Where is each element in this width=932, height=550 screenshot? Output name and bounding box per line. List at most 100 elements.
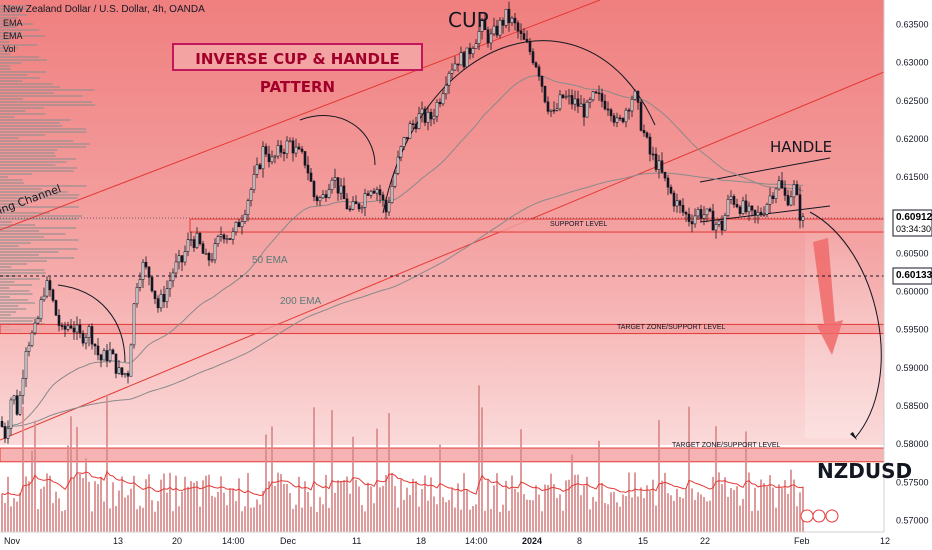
volume-bar bbox=[661, 480, 663, 532]
x-tick-label: Feb bbox=[794, 536, 810, 546]
candle-body bbox=[339, 185, 343, 194]
volume-bar bbox=[670, 495, 672, 532]
candle-body bbox=[753, 209, 757, 216]
candle-body bbox=[624, 109, 628, 123]
volume-bar bbox=[199, 506, 201, 532]
volume-profile-bar bbox=[0, 59, 47, 61]
cup-arc bbox=[382, 40, 656, 214]
volume-bar bbox=[361, 505, 363, 532]
volume-bar bbox=[145, 479, 147, 532]
candle-body bbox=[627, 109, 631, 112]
candle-body bbox=[276, 145, 280, 157]
volume-bar bbox=[244, 506, 246, 532]
indicator-ema-2[interactable]: EMA bbox=[3, 31, 23, 41]
candle-body bbox=[219, 234, 223, 237]
candle-body bbox=[519, 30, 523, 34]
volume-bar bbox=[415, 481, 417, 532]
y-tick-label: 0.58000 bbox=[896, 439, 929, 449]
y-tick-label: 0.60500 bbox=[896, 248, 929, 258]
candle-body bbox=[744, 200, 748, 213]
indicator-ema-1[interactable]: EMA bbox=[3, 18, 23, 28]
ema200-line bbox=[1, 172, 804, 428]
volume-profile-bar bbox=[0, 47, 19, 49]
volume-bar bbox=[97, 484, 99, 532]
volume-profile-bar bbox=[0, 5, 26, 7]
volume-profile-bar bbox=[0, 65, 10, 67]
candle-body bbox=[147, 266, 151, 278]
volume-profile-bar bbox=[0, 143, 90, 145]
volume-profile-bar bbox=[0, 206, 79, 208]
volume-bar bbox=[52, 503, 54, 532]
candle-body bbox=[174, 261, 178, 274]
candle-body bbox=[429, 111, 433, 120]
candle-body bbox=[120, 367, 124, 375]
candle-body bbox=[240, 221, 244, 228]
candle-body bbox=[84, 337, 88, 344]
volume-profile-bar bbox=[0, 308, 27, 310]
volume-bar bbox=[16, 501, 18, 532]
candle-body bbox=[540, 75, 544, 87]
volume-bar bbox=[316, 511, 318, 532]
candle-body bbox=[777, 180, 781, 190]
candle-body bbox=[681, 205, 685, 213]
candle-body bbox=[660, 160, 664, 173]
x-tick-label: 14:00 bbox=[222, 536, 245, 546]
volume-bar bbox=[295, 504, 297, 532]
candle-body bbox=[498, 20, 502, 36]
volume-bar bbox=[790, 469, 792, 532]
volume-bar bbox=[184, 476, 186, 532]
volume-bar bbox=[685, 489, 687, 532]
candle-body bbox=[42, 295, 46, 301]
volume-profile-bar bbox=[0, 233, 66, 235]
candle-body bbox=[666, 177, 670, 188]
volume-profile-bar bbox=[0, 248, 78, 250]
volume-profile-bar bbox=[0, 212, 50, 214]
ema200-label: 200 EMA bbox=[280, 296, 321, 307]
pattern-title: INVERSE CUP & HANDLE PATTERN bbox=[172, 43, 423, 96]
volume-profile-bar bbox=[0, 290, 30, 292]
volume-bar bbox=[172, 511, 174, 532]
volume-bar bbox=[322, 504, 324, 532]
volume-bar bbox=[586, 476, 588, 532]
x-tick-label: 18 bbox=[416, 536, 426, 546]
volume-bar bbox=[571, 454, 573, 532]
volume-bar bbox=[283, 483, 285, 532]
volume-bar bbox=[577, 474, 579, 532]
candle-body bbox=[15, 395, 19, 415]
volume-bar bbox=[700, 494, 702, 532]
flag-icon-2 bbox=[812, 509, 826, 523]
candle-body bbox=[717, 220, 721, 225]
candle-body bbox=[354, 201, 358, 205]
volume-bar bbox=[562, 510, 564, 532]
indicator-vol[interactable]: Vol bbox=[3, 44, 16, 54]
volume-bar bbox=[427, 500, 429, 532]
candle-body bbox=[90, 326, 94, 345]
candle-body bbox=[678, 200, 682, 206]
candle-body bbox=[798, 194, 802, 221]
candle-body bbox=[645, 132, 649, 138]
volume-profile-bar bbox=[0, 302, 35, 304]
volume-ma-line bbox=[1, 470, 804, 497]
volume-profile-bar bbox=[0, 221, 12, 223]
candle-body bbox=[534, 62, 538, 68]
flag-icon-1 bbox=[800, 509, 814, 523]
candle-body bbox=[333, 177, 337, 181]
volume-bar bbox=[739, 505, 741, 532]
volume-bar bbox=[742, 498, 744, 532]
candle-body bbox=[714, 224, 718, 231]
x-tick-label: 2024 bbox=[522, 536, 542, 546]
volume-bar bbox=[493, 485, 495, 532]
volume-bar bbox=[598, 440, 600, 532]
x-tick-label: 12 bbox=[880, 536, 890, 546]
candle-body bbox=[435, 101, 439, 117]
candle-body bbox=[225, 238, 229, 240]
volume-bar bbox=[115, 506, 117, 532]
volume-bar bbox=[658, 420, 660, 532]
volume-profile-bar bbox=[0, 182, 24, 184]
volume-profile-bar bbox=[0, 161, 67, 163]
volume-profile-bar bbox=[0, 14, 27, 16]
volume-bar bbox=[88, 481, 90, 532]
candle-body bbox=[552, 109, 556, 112]
y-tick-label: 0.62500 bbox=[896, 96, 929, 106]
